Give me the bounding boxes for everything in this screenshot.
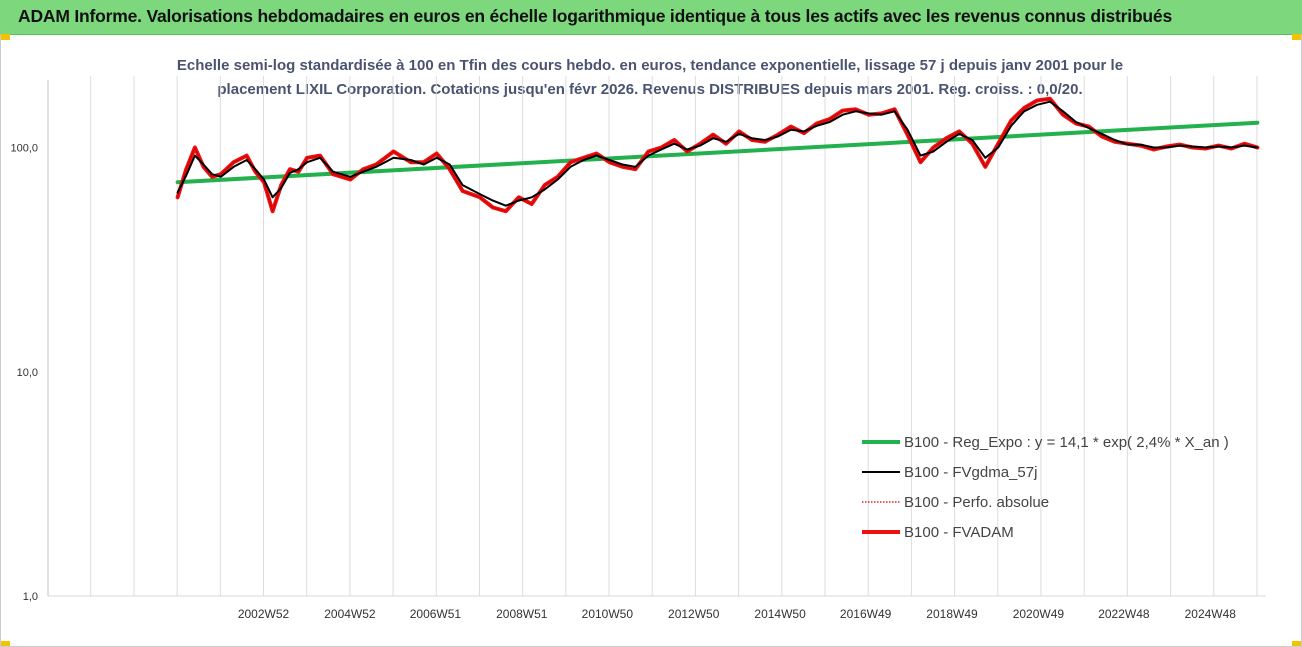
legend-label-reg-expo: B100 - Reg_Expo : y = 14,1 * exp( 2,4% *…: [904, 433, 1229, 451]
series-line-2: [177, 98, 1258, 212]
legend-item-fvadam: B100 - FVADAM: [862, 517, 1229, 547]
legend: B100 - Reg_Expo : y = 14,1 * exp( 2,4% *…: [862, 427, 1229, 547]
x-tick-label: 2024W48: [1185, 607, 1237, 621]
y-tick-label: 1,0: [23, 591, 38, 603]
legend-label-fvgdma: B100 - FVgdma_57j: [904, 463, 1038, 481]
x-tick-label: 2004W52: [324, 607, 376, 621]
corner-marker-top-left: [0, 34, 10, 40]
legend-item-reg-expo: B100 - Reg_Expo : y = 14,1 * exp( 2,4% *…: [862, 427, 1229, 457]
corner-marker-bottom-left: [0, 641, 10, 647]
x-tick-label: 2020W49: [1013, 607, 1065, 621]
legend-swatch-fvgdma: [862, 471, 900, 473]
legend-swatch-fvadam: [862, 530, 900, 534]
legend-swatch-reg-expo: [862, 440, 900, 444]
legend-label-perfo: B100 - Perfo. absolue: [904, 493, 1050, 511]
x-tick-label: 2022W48: [1098, 607, 1150, 621]
x-tick-label: 2018W49: [926, 607, 978, 621]
legend-item-perfo: B100 - Perfo. absolue: [862, 487, 1229, 517]
chart-subtitle-line-2: placement LIXIL Corporation. Cotations j…: [217, 81, 1083, 98]
x-tick-label: 2006W51: [410, 607, 462, 621]
chart-subtitle: Echelle semi-log standardisée à 100 en T…: [140, 54, 1160, 102]
chart-subtitle-line-1: Echelle semi-log standardisée à 100 en T…: [176, 57, 1124, 74]
series-line-3: [175, 96, 1260, 214]
legend-label-fvadam: B100 - FVADAM: [904, 523, 1014, 541]
x-tick-label: 2002W52: [238, 607, 290, 621]
axis-layer: 1,0 10,0 100,0 2002W52 2004W52 2006W51 2008W51…: [10, 80, 1266, 621]
y-tick-label: 10,0: [17, 367, 38, 379]
x-tick-label: 2014W50: [754, 607, 806, 621]
header-title: ADAM Informe. Valorisations hebdomadaire…: [18, 6, 1172, 26]
corner-marker-bottom-right: [1292, 641, 1302, 647]
legend-item-fvgdma: B100 - FVgdma_57j: [862, 457, 1229, 487]
corner-marker-top-right: [1292, 34, 1302, 40]
series-line-1: [176, 100, 1259, 207]
legend-swatch-perfo: [862, 501, 900, 503]
y-tick-label: 100,0: [10, 143, 38, 155]
header-bar: ADAM Informe. Valorisations hebdomadaire…: [0, 0, 1302, 35]
x-tick-label: 2008W51: [496, 607, 548, 621]
x-tick-label: 2016W49: [840, 607, 892, 621]
series-layer: [175, 96, 1260, 214]
x-tick-label: 2010W50: [582, 607, 634, 621]
x-tick-label: 2012W50: [668, 607, 720, 621]
